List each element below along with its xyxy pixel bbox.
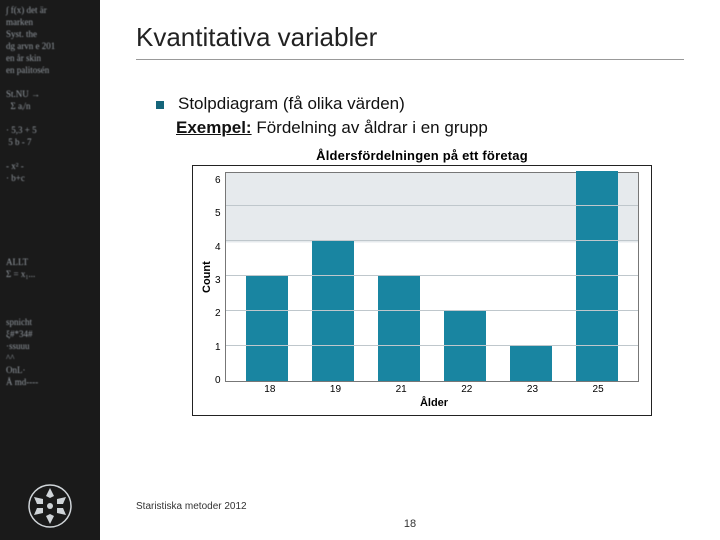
example-label: Exempel: (176, 118, 252, 137)
bar (246, 276, 288, 381)
chart-container: Åldersfördelningen på ett företag Count … (192, 148, 652, 416)
gridline (226, 310, 638, 311)
y-tick: 5 (215, 209, 221, 219)
bar (312, 241, 354, 381)
x-tick: 18 (249, 384, 291, 395)
gridline (226, 205, 638, 206)
x-axis-ticks: 18 19 21 22 23 25 (229, 382, 639, 395)
x-tick: 21 (380, 384, 422, 395)
x-tick: 19 (314, 384, 356, 395)
university-logo-icon (28, 484, 72, 528)
gridline (226, 345, 638, 346)
chart-box: Count 6543210 181921222325 Ålder (192, 165, 652, 416)
footer-text: Staristiska metoder 2012 (136, 501, 247, 512)
gridline (226, 275, 638, 276)
y-tick: 6 (215, 176, 221, 186)
example-line: Exempel: Fördelning av åldrar i en grupp (176, 118, 684, 138)
content-area: Kvantitativa variabler Stolpdiagram (få … (100, 0, 720, 540)
chart-title: Åldersfördelningen på ett företag (192, 148, 652, 163)
x-tick: 23 (511, 384, 553, 395)
y-tick: 2 (215, 309, 221, 319)
x-axis-label: Ålder (229, 397, 639, 409)
gridline (226, 240, 638, 241)
y-tick: 1 (215, 343, 221, 353)
example-text: Fördelning av åldrar i en grupp (252, 118, 488, 137)
chalk-scribbles: ∫ f(x) det är marken Syst. the dg arvn e… (0, 0, 100, 540)
y-tick: 3 (215, 276, 221, 286)
y-tick: 4 (215, 243, 221, 253)
bullet-text: Stolpdiagram (få olika värden) (178, 94, 405, 114)
page-title: Kvantitativa variabler (136, 22, 684, 60)
x-tick: 22 (446, 384, 488, 395)
y-axis-label: Count (199, 172, 215, 382)
plot-wrap: Count 6543210 (199, 172, 639, 382)
bar (444, 311, 486, 381)
bar (576, 171, 618, 381)
y-tick: 0 (215, 376, 221, 386)
sidebar-chalkboard: ∫ f(x) det är marken Syst. the dg arvn e… (0, 0, 100, 540)
x-tick: 25 (577, 384, 619, 395)
plot-area (225, 172, 639, 382)
y-axis-ticks: 6543210 (215, 172, 225, 382)
page-number: 18 (404, 518, 416, 530)
bullet-list: Stolpdiagram (få olika värden) Exempel: … (156, 94, 684, 138)
bar (378, 276, 420, 381)
bar (510, 346, 552, 381)
bullet-square-icon (156, 101, 164, 109)
slide-root: ∫ f(x) det är marken Syst. the dg arvn e… (0, 0, 720, 540)
bullet-item: Stolpdiagram (få olika värden) (156, 94, 684, 114)
